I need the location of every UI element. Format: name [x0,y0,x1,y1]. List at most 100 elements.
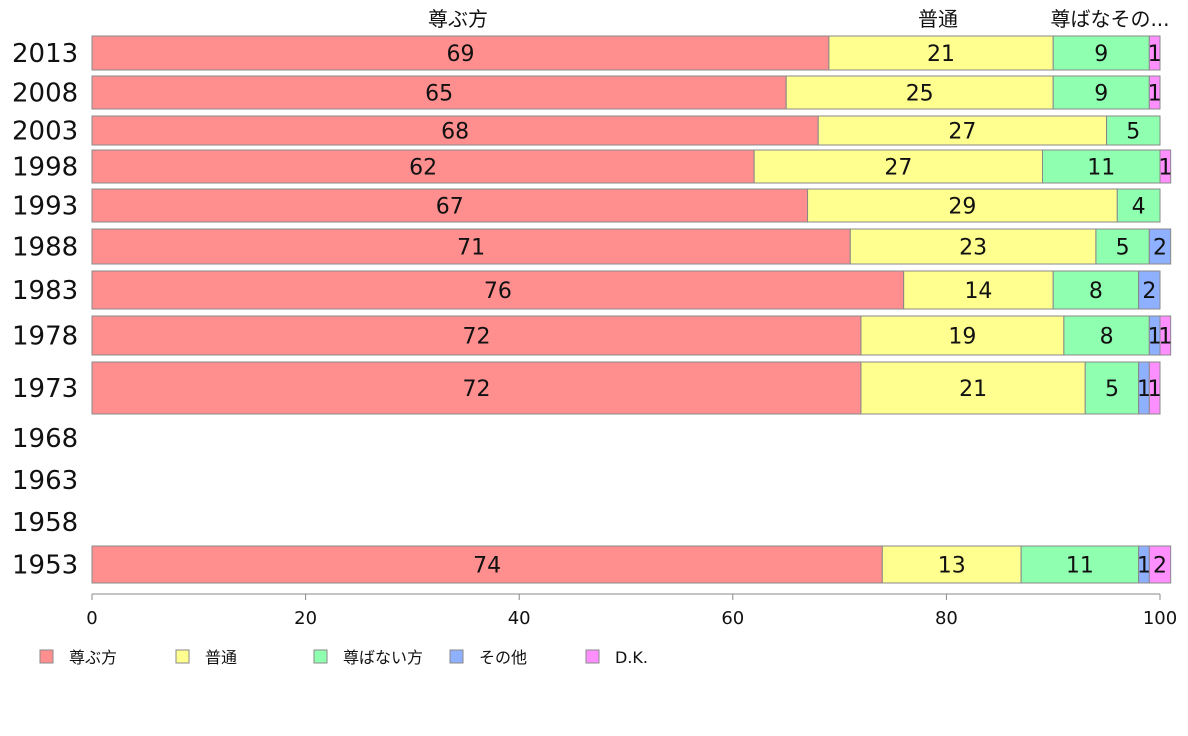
year-label: 1963 [12,466,78,496]
data-label: 62 [409,156,437,181]
bar-segment [1052,75,1150,110]
legend-label: その他 [479,648,527,667]
data-label: 5 [1116,236,1130,261]
year-label: 1968 [12,424,78,454]
data-label: 2 [1142,279,1156,304]
bar-segment [1020,545,1140,584]
data-label: 23 [959,236,987,261]
data-label: 68 [441,120,469,145]
data-label: 1 [1148,325,1162,350]
data-label: 71 [457,236,485,261]
year-label: 1983 [12,276,78,306]
legend: 尊ぶ方 普通 尊ばない方 その他 D.K. [39,648,648,667]
year-label: 1973 [12,374,78,404]
data-label: 21 [959,377,987,402]
data-label: 1 [1158,325,1172,350]
data-label: 76 [484,279,512,304]
year-label: 1978 [12,322,78,352]
bar-segment [828,35,1054,71]
data-label: 1 [1148,42,1162,67]
year-label: 1988 [12,233,78,263]
data-label: 11 [1066,554,1094,579]
bar-segment [817,115,1108,146]
bar-segment [881,545,1022,584]
data-label: 2 [1153,554,1167,579]
data-label: 72 [462,377,490,402]
data-label: 1 [1137,377,1151,402]
bar-segment [1052,35,1150,71]
data-label: 65 [425,82,453,107]
data-label: 27 [884,156,912,181]
data-label: 21 [927,42,955,67]
year-label: 2008 [12,79,78,109]
bar-segment [1138,270,1161,310]
legend-item: D.K. [585,648,648,667]
data-label: 29 [948,195,976,220]
year-label: 1993 [12,192,78,222]
legend-swatch [313,649,328,664]
bar-segment [91,315,862,356]
x-tick-label: 80 [935,608,958,629]
data-label: 2 [1153,236,1167,261]
data-label: 1 [1148,377,1162,402]
legend-swatch [175,649,190,664]
bar-segment [849,228,1097,265]
year-label: 1953 [12,551,78,581]
bar-segment [91,188,809,223]
data-label: 1 [1137,554,1151,579]
data-label: 13 [938,554,966,579]
bar-segment [860,361,1086,415]
data-label: 5 [1105,377,1119,402]
bar-segment [91,228,851,265]
legend-item: 尊ぶ方 [39,648,117,667]
bar-segment [1148,361,1161,415]
x-tick-label: 40 [508,608,531,629]
bar-segment [1159,149,1172,184]
column-header-label: 尊ばなその... [1050,7,1169,31]
data-label: 4 [1132,195,1146,220]
legend-swatch [585,649,600,664]
legend-label: 尊ばない方 [343,648,423,667]
bar-segment [903,270,1054,310]
bar-segment [91,270,905,310]
bar-segment [91,35,830,71]
legend-item: 尊ばない方 [313,648,423,667]
data-label: 14 [964,279,992,304]
bar-segment [1106,115,1161,146]
bar-segment [1148,545,1172,584]
data-label: 19 [948,325,976,350]
data-label: 9 [1094,42,1108,67]
data-label: 1 [1158,156,1172,181]
year-labels: 2013 2008 2003 1998 1993 1988 1983 1978 1973 1968… [12,39,78,581]
bar-segment [91,115,819,146]
bar-segment [860,315,1065,356]
column-header-labels: 尊ぶ方 普通 尊ばなその... [428,7,1170,31]
data-label: 11 [1087,156,1115,181]
data-label: 74 [473,554,501,579]
bar-segment [1063,315,1150,356]
year-label: 2003 [12,117,78,147]
bar-segment [785,75,1054,110]
data-label: 67 [436,195,464,220]
data-label: 8 [1089,279,1103,304]
legend-swatch [449,649,464,664]
bars: 69 21 9 165 25 9 168 27 562 27 11 167 29 471 23 5 276 14 8… [91,35,1172,584]
data-label: 5 [1126,120,1140,145]
data-label: 25 [906,82,934,107]
bar-segment [1159,315,1172,356]
data-label: 9 [1094,82,1108,107]
legend-label: D.K. [615,648,648,667]
x-axis: 0 20 40 60 80 100 [86,593,1177,629]
bar-segment [1116,188,1161,223]
bar-segment [1148,75,1161,110]
column-header-label: 普通 [918,7,958,31]
data-label: 8 [1100,325,1114,350]
legend-swatch [39,649,54,664]
x-tick-label: 0 [86,608,97,629]
bar-segment [1148,228,1172,265]
bar-segment [1148,35,1161,71]
x-tick-label: 100 [1143,608,1177,629]
legend-label: 普通 [205,648,237,667]
x-tick-label: 60 [721,608,744,629]
